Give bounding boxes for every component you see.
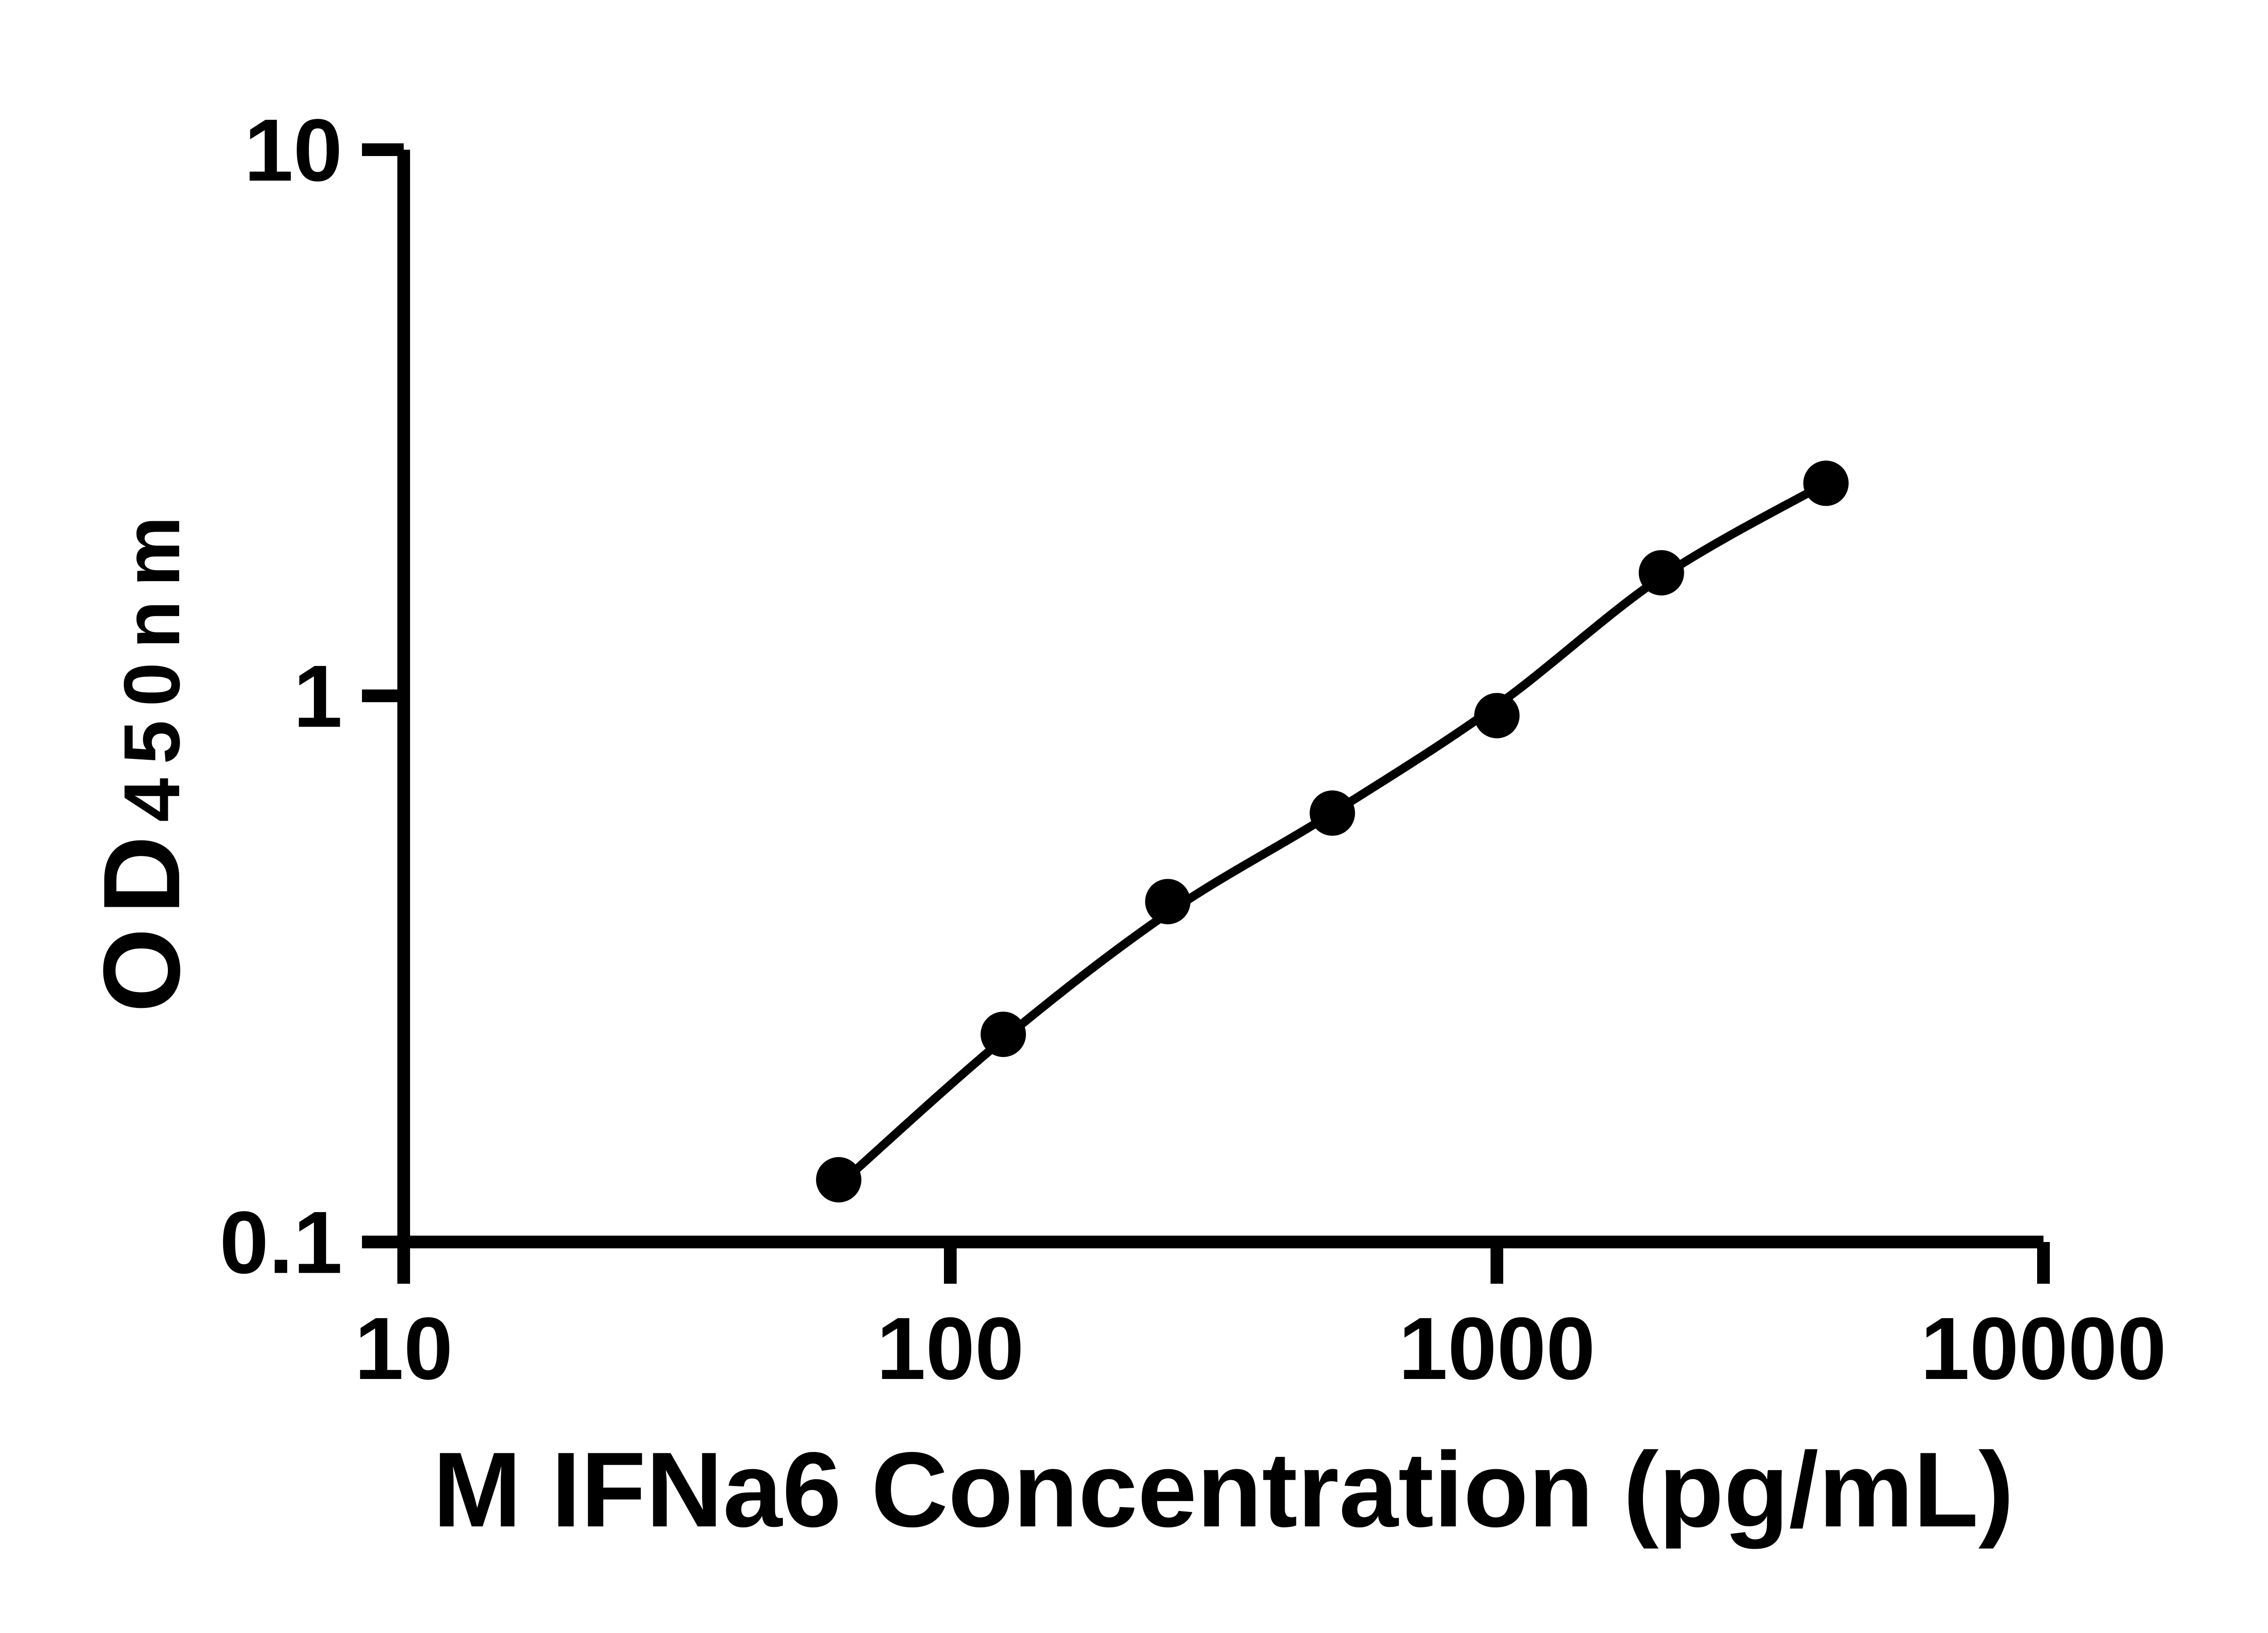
y-axis-tick-label: 0.1	[220, 1193, 342, 1292]
x-axis-ticks: 10 100 1000 10000	[355, 1242, 2166, 1398]
y-axis-title: OD450nm	[81, 503, 202, 1012]
x-axis-tick-label: 10000	[1921, 1299, 2166, 1398]
data-point	[980, 1012, 1026, 1057]
x-axis-tick-label: 10	[355, 1299, 453, 1398]
data-points	[816, 460, 1849, 1203]
y-axis-ticks: 10 1 0.1	[220, 101, 404, 1292]
data-point	[1145, 879, 1191, 924]
y-axis-tick-label: 10	[244, 101, 342, 200]
plot-axes	[397, 150, 2043, 1248]
data-point	[1803, 460, 1849, 506]
data-point	[1638, 550, 1684, 596]
y-axis-title-subscript: 450nm	[108, 503, 196, 822]
x-axis-tick-label: 1000	[1398, 1299, 1595, 1398]
x-axis-title: M IFNa6 Concentration (pg/mL)	[433, 1430, 2014, 1549]
data-point	[1474, 693, 1520, 738]
data-point	[816, 1157, 861, 1203]
y-axis-title-main: OD	[81, 822, 202, 1012]
y-axis-tick-label: 1	[293, 647, 342, 746]
data-point	[1310, 790, 1355, 836]
x-axis-tick-label: 100	[876, 1299, 1024, 1398]
